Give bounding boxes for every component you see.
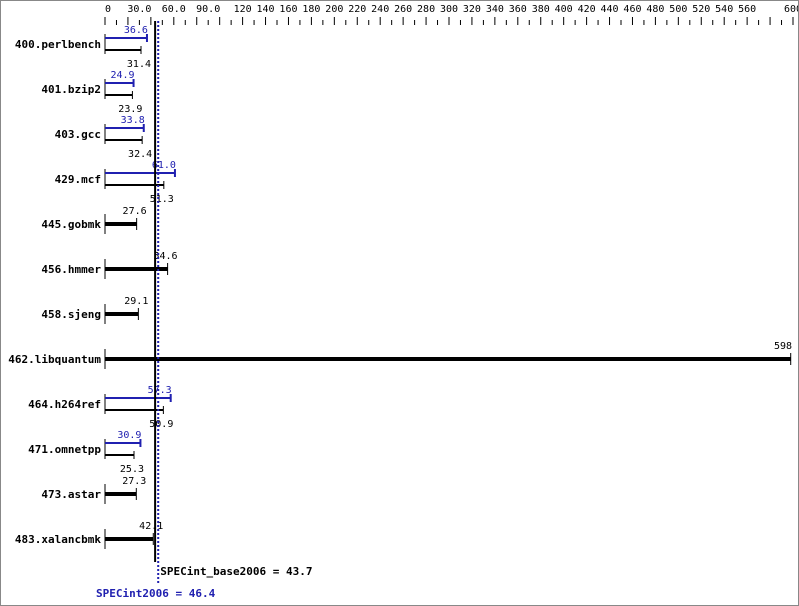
base-value-label: 51.3 <box>150 194 174 205</box>
peak-value-label: 24.9 <box>110 70 134 81</box>
tick-label: 240 <box>371 4 389 15</box>
tick-label: 340 <box>486 4 504 15</box>
peak-value-label: 57.3 <box>148 385 172 396</box>
benchmark-label: 445.gobmk <box>41 218 101 231</box>
base-value-label: 27.6 <box>123 206 147 217</box>
benchmark-label: 403.gcc <box>55 128 101 141</box>
peak-value-label: 36.6 <box>124 25 148 36</box>
tick-label: 500 <box>669 4 687 15</box>
tick-label: 420 <box>578 4 596 15</box>
tick-label: 380 <box>532 4 550 15</box>
base-value-label: 27.3 <box>122 476 146 487</box>
tick-label: 480 <box>646 4 664 15</box>
base-value-label: 42.1 <box>139 521 163 532</box>
benchmark-label: 464.h264ref <box>28 398 101 411</box>
tick-label: 120 <box>234 4 252 15</box>
benchmark-label: 473.astar <box>41 488 101 501</box>
tick-label: 300 <box>440 4 458 15</box>
benchmark-label: 429.mcf <box>55 173 101 186</box>
tick-label: 400 <box>555 4 573 15</box>
tick-label: 540 <box>715 4 733 15</box>
tick-label: 160 <box>279 4 297 15</box>
base-value-label: 32.4 <box>128 149 152 160</box>
tick-label: 140 <box>257 4 275 15</box>
tick-label: 220 <box>348 4 366 15</box>
base-value-label: 50.9 <box>149 419 173 430</box>
base-value-label: 25.3 <box>120 464 144 475</box>
peak-value-label: 61.0 <box>152 160 176 171</box>
tick-label: 60.0 <box>162 4 186 15</box>
benchmark-label: 483.xalancbmk <box>15 533 101 546</box>
tick-label: 260 <box>394 4 412 15</box>
tick-label: 280 <box>417 4 435 15</box>
base-summary-label: SPECint_base2006 = 43.7 <box>160 565 312 578</box>
tick-label: 440 <box>601 4 619 15</box>
tick-label: 200 <box>325 4 343 15</box>
benchmark-label: 456.hmmer <box>41 263 101 276</box>
base-value-label: 23.9 <box>118 104 142 115</box>
benchmark-label: 462.libquantum <box>8 353 101 366</box>
base-value-label: 54.6 <box>154 251 178 262</box>
tick-label: 90.0 <box>196 4 220 15</box>
base-value-label: 29.1 <box>124 296 148 307</box>
tick-label: 560 <box>738 4 756 15</box>
tick-label: 460 <box>623 4 641 15</box>
tick-label: 520 <box>692 4 710 15</box>
base-value-label: 598 <box>774 341 792 352</box>
benchmark-label: 401.bzip2 <box>41 83 101 96</box>
benchmark-label: 471.omnetpp <box>28 443 101 456</box>
tick-label: 30.0 <box>127 4 151 15</box>
benchmark-label: 458.sjeng <box>41 308 101 321</box>
tick-label: 180 <box>302 4 320 15</box>
base-value-label: 31.4 <box>127 59 151 70</box>
peak-summary-label: SPECint2006 = 46.4 <box>96 587 216 600</box>
tick-label: 600 <box>784 4 798 15</box>
tick-label: 360 <box>509 4 527 15</box>
peak-value-label: 33.8 <box>121 115 145 126</box>
tick-label: 0 <box>105 4 111 15</box>
benchmark-label: 400.perlbench <box>15 38 101 51</box>
peak-value-label: 30.9 <box>117 430 141 441</box>
tick-label: 320 <box>463 4 481 15</box>
